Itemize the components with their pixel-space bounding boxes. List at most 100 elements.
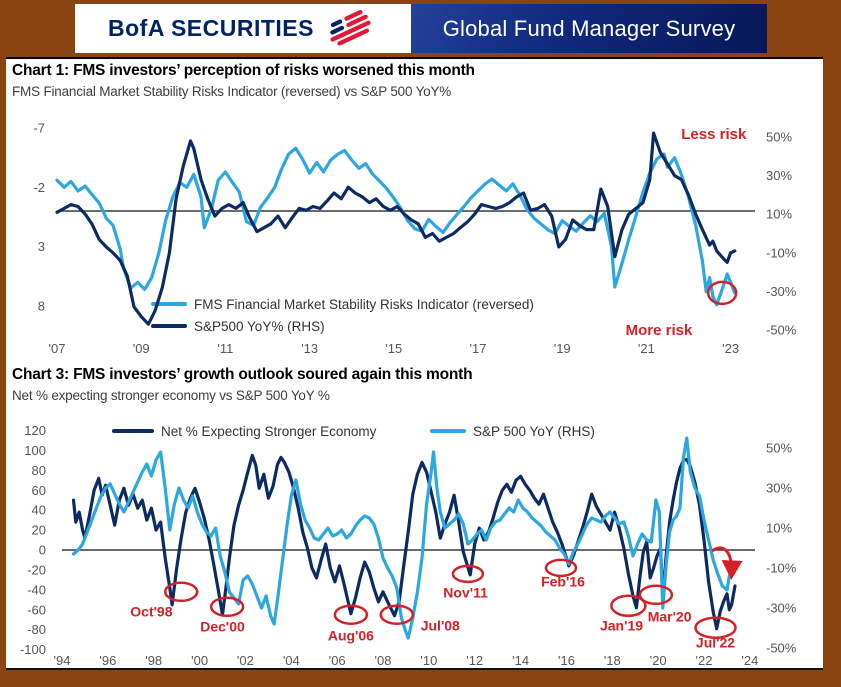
c3-annotation-mar-20: Mar'20 [648, 608, 692, 624]
chart3-legend-label-spx: S&P 500 YoY (RHS) [473, 423, 595, 439]
c3-right-tick: 50% [766, 441, 792, 456]
chart3-subtitle: Net % expecting stronger economy vs S&P … [12, 388, 330, 403]
c3-left-tick: 60 [32, 483, 46, 498]
c1-right-tick: 30% [766, 168, 792, 183]
c1-x-tick: '13 [301, 341, 318, 356]
c3-highlight-ellipse [163, 581, 199, 603]
c3-highlight-ellipse [638, 584, 674, 606]
c3-x-tick: '98 [145, 653, 162, 668]
c3-left-tick: 40 [32, 503, 46, 518]
c3-x-tick: '06 [329, 653, 346, 668]
chart3-legend-item-net: Net % Expecting Stronger Economy [112, 421, 376, 441]
c3-x-tick: '16 [558, 653, 575, 668]
c3-left-tick: 100 [24, 443, 46, 458]
c1-left-tick: 8 [38, 299, 45, 314]
c3-x-tick: '94 [54, 653, 71, 668]
c3-x-tick: '14 [512, 653, 529, 668]
c3-highlight-ellipse [333, 604, 369, 625]
c3-left-tick: 80 [32, 463, 46, 478]
c3-x-tick: '10 [420, 653, 437, 668]
c1-x-tick: '07 [49, 341, 66, 356]
c3-left-tick: 120 [24, 423, 46, 438]
bofa-logo-box: BofA SECURITIES [75, 4, 411, 53]
c3-x-tick: '04 [283, 653, 300, 668]
c1-right-tick: -50% [766, 323, 797, 338]
c3-right-tick: 30% [766, 481, 792, 496]
c3-right-tick: -30% [766, 601, 797, 616]
c3-annotation-jul-08: Jul'08 [421, 617, 460, 633]
c3-highlight-ellipse [610, 594, 647, 618]
c1-left-tick: -7 [33, 121, 45, 136]
bofa-flag-icon [322, 9, 378, 48]
c3-left-tick: -80 [27, 622, 46, 637]
legend-line-navy [151, 324, 187, 328]
content-panel [6, 57, 823, 670]
c3-x-tick: '96 [99, 653, 116, 668]
c3-left-tick: -100 [20, 642, 46, 657]
chart1-legend-item-spx: S&P500 YoY% (RHS) [151, 315, 534, 337]
c3-highlight-ellipse [379, 604, 415, 625]
c3-right-tick: 10% [766, 521, 792, 536]
c1-annotation-more-risk: More risk [626, 322, 693, 339]
c3-annotation-nov-11: Nov'11 [443, 585, 488, 601]
c3-x-tick: '02 [237, 653, 254, 668]
c3-annotation-jan-19: Jan'19 [600, 617, 643, 633]
legend-line-light-blue [430, 429, 466, 433]
c1-highlight-ellipse [706, 280, 738, 306]
c3-highlight-ellipse [694, 616, 737, 639]
c3-x-tick: '18 [604, 653, 621, 668]
c3-left-tick: 0 [39, 543, 46, 558]
c3-annotation-aug-06: Aug'06 [328, 627, 374, 643]
survey-banner-text: Global Fund Manager Survey [442, 15, 736, 41]
series-s-p500-yoy-rhs [55, 131, 737, 326]
c1-right-tick: -10% [766, 245, 797, 260]
legend-line-light-blue [151, 302, 187, 306]
c3-plot: '94 '96 '98 '00 '02 '04 '06 '08 '10 '12 '14 '16 '18 '… [20, 423, 797, 668]
c3-down-arrow [711, 546, 743, 580]
c3-x-tick: '24 [741, 653, 758, 668]
c3-annotation-oct-98: Oct'98 [130, 604, 172, 620]
series-net-expecting-stronger-economy [71, 453, 737, 631]
chart1-legend-label-spx: S&P500 YoY% (RHS) [194, 318, 325, 334]
c1-plot: '07 '09 '11 '13 '15 '17 '19 '21 '23 -7 -2 3 8 50% 30% 1… [33, 121, 796, 357]
c3-annotation-feb-16: Feb'16 [541, 574, 585, 590]
c1-x-tick: '17 [470, 341, 487, 356]
c1-x-tick: '19 [554, 341, 571, 356]
c3-left-tick: -60 [27, 602, 46, 617]
c1-x-tick: '21 [638, 341, 655, 356]
c1-x-tick: '23 [722, 341, 739, 356]
survey-banner: Global Fund Manager Survey [411, 4, 767, 53]
chart1-subtitle: FMS Financial Market Stability Risks Ind… [12, 84, 452, 99]
c3-right-tick: -10% [766, 561, 797, 576]
c1-right-tick: -30% [766, 284, 797, 299]
c1-right-tick: 10% [766, 207, 792, 222]
c3-x-tick: '20 [650, 653, 667, 668]
c3-left-tick: -40 [27, 582, 46, 597]
c3-x-tick: '08 [375, 653, 392, 668]
c3-annotation-jul-22: Jul'22 [696, 634, 735, 650]
chart3-legend-item-spx: S&P 500 YoY (RHS) [430, 421, 595, 441]
c1-right-tick: 50% [766, 130, 792, 145]
c3-highlight-ellipse [209, 596, 245, 618]
series-fms-financial-market-stability-risks-indicator-reversed [55, 146, 737, 307]
c1-annotation-less-risk: Less risk [681, 126, 747, 143]
c3-annotation-dec-00: Dec'00 [200, 618, 245, 634]
chart1-legend: FMS Financial Market Stability Risks Ind… [151, 293, 534, 337]
c1-left-tick: -2 [33, 180, 45, 195]
c3-left-tick: 20 [32, 523, 46, 538]
legend-line-navy [112, 429, 154, 433]
c3-highlight-ellipse [544, 558, 578, 578]
c1-x-tick: '09 [133, 341, 150, 356]
c3-left-tick: -20 [27, 562, 46, 577]
c1-x-tick: '15 [385, 341, 402, 356]
bofa-brand-text: BofA SECURITIES [108, 15, 314, 41]
chart1-legend-item-fms: FMS Financial Market Stability Risks Ind… [151, 293, 534, 315]
c3-right-tick: -50% [766, 641, 797, 656]
c3-x-tick: '00 [191, 653, 208, 668]
c3-x-tick: '12 [466, 653, 483, 668]
c1-x-tick: '11 [217, 341, 233, 356]
chart3-legend-label-net: Net % Expecting Stronger Economy [161, 423, 377, 439]
chart1-legend-label-fms: FMS Financial Market Stability Risks Ind… [194, 296, 534, 312]
